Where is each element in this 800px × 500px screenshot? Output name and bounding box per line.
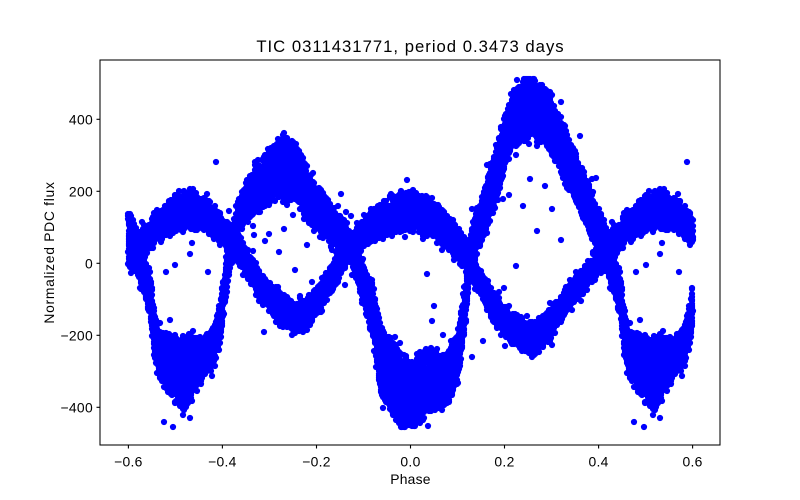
svg-text:−0.6: −0.6 xyxy=(114,453,143,469)
svg-text:0.0: 0.0 xyxy=(400,453,420,469)
svg-text:Normalized PDC flux: Normalized PDC flux xyxy=(41,181,57,323)
svg-text:−200: −200 xyxy=(61,327,94,343)
svg-text:−0.4: −0.4 xyxy=(208,453,237,469)
svg-text:TIC 0311431771, period 0.3473: TIC 0311431771, period 0.3473 days xyxy=(256,37,564,56)
svg-text:400: 400 xyxy=(69,111,93,127)
svg-text:0.2: 0.2 xyxy=(494,453,514,469)
svg-text:0.4: 0.4 xyxy=(588,453,608,469)
svg-text:0: 0 xyxy=(85,255,93,271)
svg-text:0.6: 0.6 xyxy=(682,453,702,469)
svg-text:−400: −400 xyxy=(61,399,94,415)
svg-text:Phase: Phase xyxy=(390,471,430,487)
svg-text:200: 200 xyxy=(69,183,93,199)
svg-text:−0.2: −0.2 xyxy=(302,453,331,469)
